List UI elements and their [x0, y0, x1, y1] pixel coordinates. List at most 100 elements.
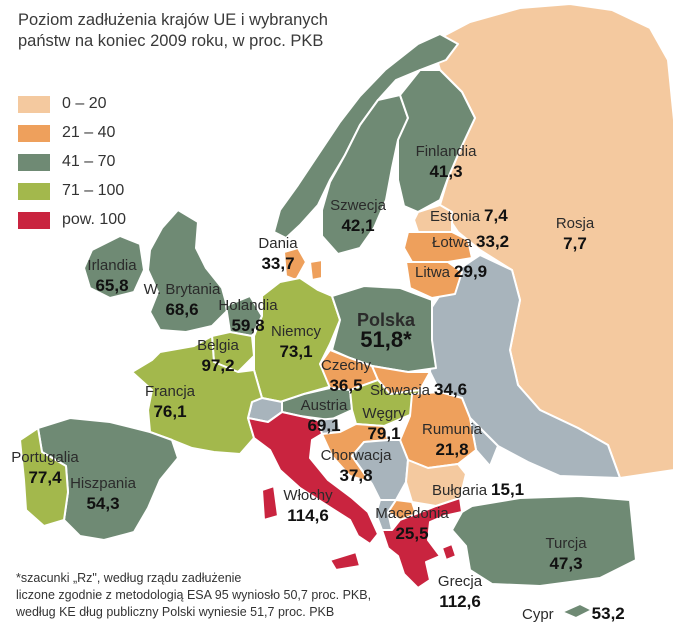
- region-sycylia: [329, 551, 361, 571]
- country-value: 41,3: [429, 162, 463, 181]
- country-name: Irlandia: [87, 257, 137, 274]
- country-value: 42,1: [341, 216, 375, 235]
- legend-label: 41 – 70: [62, 153, 116, 170]
- region-turcja: [451, 495, 637, 587]
- label-rumunia: Rumunia 21,8: [422, 420, 482, 460]
- legend-swatch: [18, 153, 50, 171]
- legend-label: 71 – 100: [62, 182, 125, 199]
- country-value: 51,8*: [360, 327, 412, 352]
- label-czechy: Czechy 36,5: [321, 356, 371, 396]
- region-lotwa: [403, 231, 473, 263]
- region-francja: [131, 335, 263, 455]
- label-dania: Dania 33,7: [258, 234, 297, 274]
- legend-swatch: [18, 182, 50, 200]
- label-niemcy: Niemcy 73,1: [271, 322, 321, 362]
- label-bulgaria: Bułgaria 15,1: [432, 480, 524, 501]
- country-value: 77,4: [28, 468, 62, 487]
- footnote-line: *szacunki „Rz", według rządu zadłużenie: [16, 571, 242, 585]
- country-name: Estonia: [430, 208, 481, 225]
- country-name: Polska: [356, 310, 416, 330]
- label-holandia: Holandia 59,8: [218, 296, 277, 336]
- label-grecja: Grecja 112,6: [438, 572, 482, 612]
- country-value: 69,1: [307, 416, 341, 435]
- country-name: Austria: [300, 397, 348, 414]
- label-szwecja: Szwecja 42,1: [330, 196, 386, 236]
- map-title: Poziom zadłużenia krajów UE i wybranych …: [18, 10, 328, 52]
- label-austria: Austria 69,1: [301, 396, 348, 436]
- country-name: Cypr: [522, 606, 554, 623]
- country-value: 37,8: [339, 466, 373, 485]
- country-value: 7,4: [484, 206, 508, 225]
- label-polska: Polska 51,8*: [356, 310, 416, 352]
- legend: 0 – 20 21 – 40 41 – 70 71 – 100 pow. 100: [18, 92, 126, 237]
- legend-label: pow. 100: [62, 211, 127, 228]
- region-litwa: [405, 261, 463, 299]
- country-name: Litwa: [415, 264, 451, 281]
- label-cypr: Cypr 53,2: [522, 604, 625, 625]
- region-finlandia: [397, 69, 476, 213]
- country-name: Łotwa: [432, 234, 473, 251]
- legend-item: 21 – 40: [18, 121, 126, 145]
- region-sardynia: [261, 485, 279, 521]
- label-slowacja: Słowacja 34,6: [370, 380, 467, 401]
- country-value: 21,8: [435, 440, 469, 459]
- legend-label: 0 – 20: [62, 95, 107, 112]
- label-rosja: Rosja 7,7: [556, 214, 594, 254]
- label-estonia: Estonia 7,4: [430, 206, 508, 227]
- country-value: 79,1: [367, 424, 401, 443]
- country-name: Rosja: [555, 215, 595, 232]
- region-portugalia: [19, 427, 69, 527]
- legend-item: 41 – 70: [18, 150, 126, 174]
- label-francja: Francja 76,1: [145, 382, 195, 422]
- label-irlandia: Irlandia 65,8: [87, 256, 136, 296]
- legend-label: 21 – 40: [62, 124, 116, 141]
- region-dania-zealand: [309, 259, 323, 281]
- region-wlochy: [247, 411, 379, 545]
- country-value: 114,6: [287, 506, 329, 525]
- footnote-line: według KE dług publiczny Polski wyniesie…: [16, 605, 335, 619]
- country-value: 29,9: [454, 262, 488, 281]
- region-balkany: [351, 439, 409, 501]
- country-value: 68,6: [165, 300, 199, 319]
- region-grecja: [381, 497, 463, 589]
- label-lotwa: Łotwa 33,2: [432, 232, 509, 253]
- label-litwa: Litwa 29,9: [415, 262, 487, 283]
- footnote: *szacunki „Rz", według rządu zadłużenie …: [16, 570, 371, 621]
- country-name: Niemcy: [270, 323, 322, 340]
- country-value: 34,6: [434, 380, 468, 399]
- region-cypr: [561, 603, 593, 619]
- country-name: Włochy: [283, 487, 333, 504]
- country-name: Rumunia: [421, 421, 483, 438]
- footnote-line: liczone zgodnie z metodologią ESA 95 wyn…: [16, 588, 372, 602]
- country-value: 73,1: [279, 342, 313, 361]
- region-norwegia: [273, 33, 459, 239]
- country-name: Hiszpania: [70, 475, 136, 492]
- country-value: 53,2: [591, 604, 625, 623]
- label-wegry: Węgry 79,1: [362, 404, 405, 444]
- legend-item: pow. 100: [18, 208, 126, 232]
- country-value: 7,7: [563, 234, 587, 253]
- map-title-line-2: państw na koniec 2009 roku, w proc. PKB: [18, 32, 324, 50]
- country-name: Francja: [144, 383, 196, 400]
- label-turcja: Turcja 47,3: [545, 534, 586, 574]
- country-name: Słowacja: [370, 382, 431, 399]
- country-value: 54,3: [86, 494, 120, 513]
- country-name: Węgry: [362, 405, 406, 422]
- region-irlandia: [83, 235, 145, 299]
- label-wlochy: Włochy 114,6: [283, 486, 332, 526]
- region-dania: [283, 247, 307, 281]
- region-grecja-wyspy: [441, 543, 457, 561]
- legend-item: 71 – 100: [18, 179, 126, 203]
- country-value: 112,6: [439, 592, 481, 611]
- country-value: 65,8: [95, 276, 129, 295]
- country-name: W. Brytania: [143, 281, 221, 298]
- map-title-line-1: Poziom zadłużenia krajów UE i wybranych: [18, 11, 328, 29]
- country-name: Macedonia: [375, 505, 449, 522]
- region-polska: [331, 285, 437, 373]
- country-name: Holandia: [218, 297, 278, 314]
- country-name: Dania: [258, 235, 298, 252]
- label-finlandia: Finlandia 41,3: [416, 142, 477, 182]
- legend-swatch: [18, 211, 50, 229]
- country-value: 36,5: [329, 376, 363, 395]
